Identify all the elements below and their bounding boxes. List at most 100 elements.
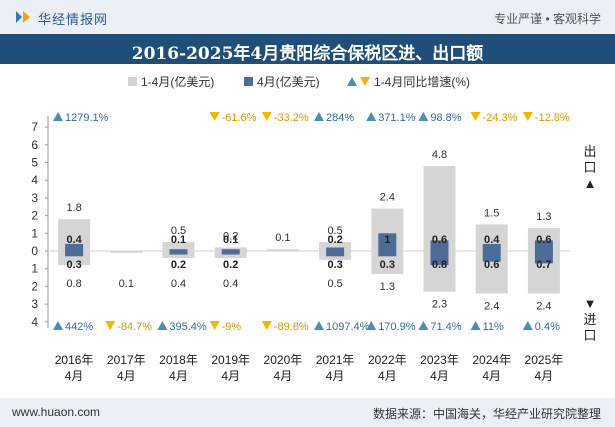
category-label: 2016年 bbox=[55, 353, 94, 367]
label-export-ytd: 1.3 bbox=[536, 211, 551, 223]
axis-label-import: ▼ bbox=[584, 296, 597, 311]
bar-export-month bbox=[378, 233, 397, 251]
bar-import-ytd bbox=[162, 251, 195, 259]
category-label: 4月 bbox=[430, 369, 449, 383]
label-import-ytd: 0.8 bbox=[66, 278, 81, 290]
growth-label-import: 0.4% bbox=[535, 321, 560, 333]
growth-marker-export bbox=[470, 112, 481, 121]
label-import-month: 0.3 bbox=[380, 259, 395, 271]
category-label: 2024年 bbox=[472, 353, 511, 367]
growth-marker-import bbox=[157, 321, 168, 330]
label-export-ytd: 2.4 bbox=[380, 192, 395, 204]
category-label: 2025年 bbox=[525, 353, 564, 367]
bar-export-ytd bbox=[319, 242, 352, 251]
growth-label-import: 71.4% bbox=[430, 321, 461, 333]
y-tick-label: 1 bbox=[31, 262, 38, 276]
category-label: 2021年 bbox=[316, 353, 355, 367]
label-export-month: 0.1 bbox=[223, 234, 238, 246]
category-label: 4月 bbox=[535, 369, 554, 383]
category-label: 4月 bbox=[482, 369, 501, 383]
label-import-ytd: 0.1 bbox=[119, 278, 134, 290]
label-import-ytd: 2.3 bbox=[432, 299, 447, 311]
growth-label-import: -9% bbox=[222, 321, 242, 333]
footer-bar bbox=[0, 398, 615, 427]
legend-swatch-ytd bbox=[128, 77, 137, 86]
growth-marker-export bbox=[53, 112, 63, 121]
growth-label-export: 371.1% bbox=[378, 112, 416, 124]
category-label: 4月 bbox=[274, 369, 293, 383]
growth-label-import: 1097.4% bbox=[326, 321, 370, 333]
category-label: 4月 bbox=[65, 369, 84, 383]
top-bar bbox=[0, 0, 615, 34]
bar-export-ytd bbox=[266, 249, 299, 251]
bar-export-month bbox=[221, 249, 240, 251]
growth-marker-import bbox=[105, 321, 116, 330]
label-import-month: 0.2 bbox=[171, 259, 186, 271]
growth-marker-export bbox=[418, 112, 429, 121]
label-import-month: 0.2 bbox=[223, 259, 238, 271]
growth-label-export: -33.2% bbox=[274, 112, 309, 124]
bar-import-month bbox=[378, 251, 397, 257]
legend-marker-down bbox=[360, 77, 370, 86]
label-import-month: 0.7 bbox=[536, 259, 551, 271]
bar-import-month bbox=[482, 251, 501, 262]
bar-import-month bbox=[221, 251, 240, 255]
growth-label-import: 170.9% bbox=[378, 321, 416, 333]
y-tick-label: 4 bbox=[31, 315, 38, 329]
growth-marker-export bbox=[366, 112, 377, 121]
logo-icon bbox=[16, 11, 30, 23]
label-export-month: 0.6 bbox=[432, 234, 447, 246]
legend-label-ytd: 1-4月(亿美元) bbox=[141, 74, 214, 89]
title-bar bbox=[0, 34, 615, 64]
legend-marker-up bbox=[347, 77, 357, 86]
growth-marker-import bbox=[314, 321, 324, 330]
y-tick-label: 3 bbox=[31, 297, 38, 311]
label-export-ytd: 1.8 bbox=[66, 202, 81, 214]
y-tick-label: 1 bbox=[31, 226, 38, 240]
axis-label-export: 口 bbox=[583, 160, 596, 175]
label-export-month: 0.6 bbox=[536, 234, 551, 246]
growth-label-import: 11% bbox=[483, 321, 504, 333]
brand-name: 华经情报网 bbox=[38, 12, 109, 27]
growth-label-export: -12.8% bbox=[535, 112, 570, 124]
label-export-month: 0.2 bbox=[327, 234, 342, 246]
axis-label-export: ▲ bbox=[584, 176, 597, 191]
growth-marker-import bbox=[209, 321, 220, 330]
label-export-ytd: 1.5 bbox=[484, 207, 499, 219]
bar-export-month bbox=[534, 240, 553, 251]
bar-export-ytd bbox=[162, 242, 195, 251]
y-tick-label: 7 bbox=[31, 120, 38, 134]
label-import-ytd: 1.3 bbox=[380, 281, 395, 293]
category-label: 4月 bbox=[326, 369, 345, 383]
site-url[interactable]: www.huaon.com bbox=[12, 405, 101, 419]
growth-label-import: -89.8% bbox=[274, 321, 309, 333]
label-import-month: 0.6 bbox=[484, 259, 499, 271]
label-import-month: 0.3 bbox=[327, 259, 342, 271]
y-tick-label: 2 bbox=[31, 209, 38, 223]
label-export-month: 1 bbox=[384, 234, 390, 246]
bar-import-month bbox=[169, 251, 188, 255]
bar-export-month bbox=[430, 240, 449, 251]
growth-marker-export bbox=[261, 112, 272, 121]
y-tick-label: 6 bbox=[31, 138, 38, 152]
category-label: 2019年 bbox=[211, 353, 250, 367]
category-label: 2017年 bbox=[107, 353, 146, 367]
bar-export-month bbox=[326, 247, 345, 251]
category-label: 2023年 bbox=[420, 353, 459, 367]
category-label: 2018年 bbox=[159, 353, 198, 367]
data-source: 数据来源：中国海关，华经产业研究院整理 bbox=[372, 407, 601, 421]
label-export-month: 0.1 bbox=[171, 234, 186, 246]
bar-import-month bbox=[326, 251, 345, 257]
growth-label-import: -84.7% bbox=[117, 321, 152, 333]
bar-import-ytd bbox=[371, 251, 404, 275]
bar-import-month bbox=[65, 251, 84, 257]
axis-label-import: 进 bbox=[583, 312, 596, 327]
category-label: 4月 bbox=[169, 369, 188, 383]
axis-label-import: 口 bbox=[583, 328, 596, 343]
bar-export-month bbox=[169, 249, 188, 251]
category-label: 4月 bbox=[221, 369, 240, 383]
tagline: 专业严谨 • 客观科学 bbox=[494, 12, 601, 26]
label-import-ytd: 0.5 bbox=[327, 278, 342, 290]
y-tick-label: 2 bbox=[31, 279, 38, 293]
growth-marker-import bbox=[418, 321, 429, 330]
